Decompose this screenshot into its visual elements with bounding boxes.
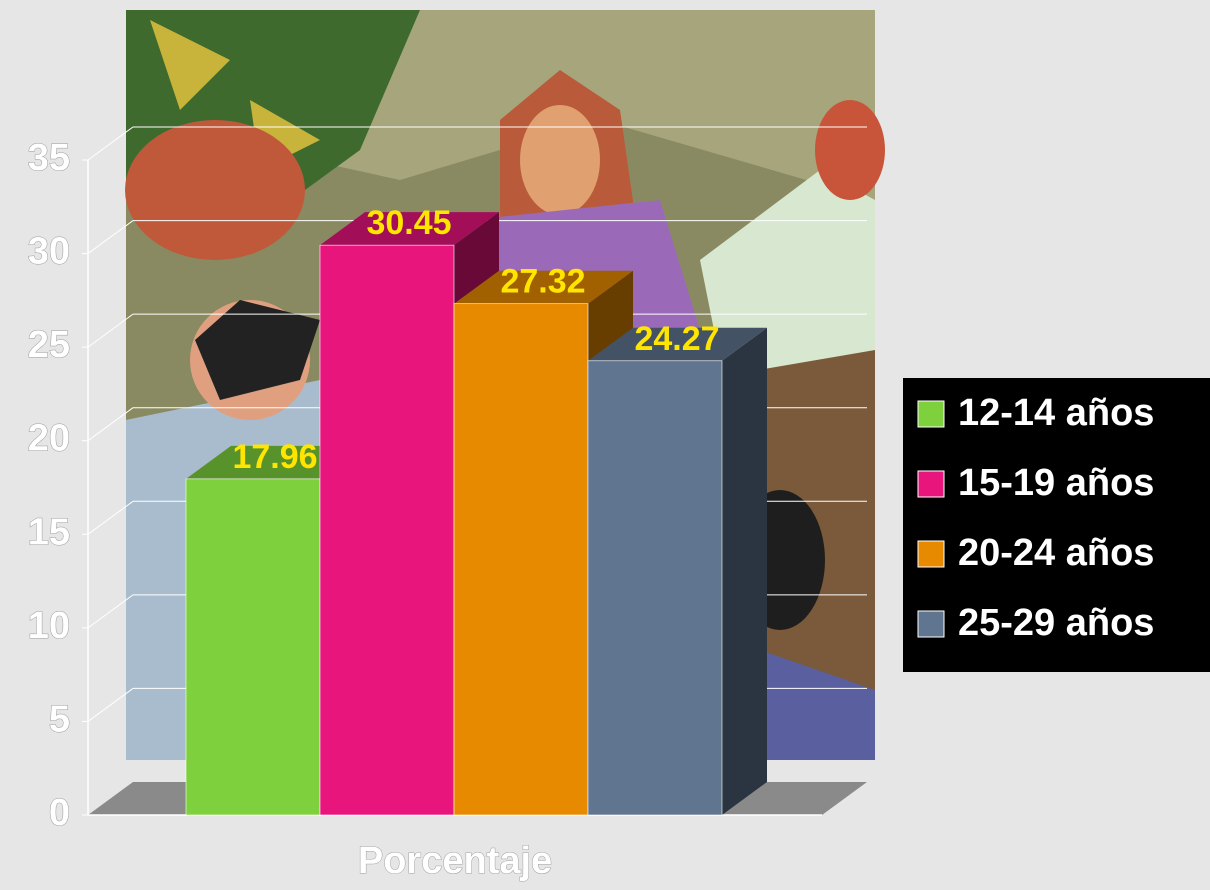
y-tick-label: 30 [28, 231, 70, 273]
x-tick-label: Porcentaje [358, 840, 552, 882]
chart: Porcentaje 0 5 10 15 20 25 30 35 17.96 30.45 27.32… [0, 0, 1210, 890]
data-label: 17.96 [232, 438, 317, 476]
data-label: 30.45 [366, 204, 451, 242]
legend-swatch [918, 611, 944, 637]
bar [454, 304, 588, 815]
y-tick-label: 20 [28, 418, 70, 460]
page: {"chart_data": {"type": "bar", "categori… [0, 0, 1210, 890]
legend-swatch [918, 401, 944, 427]
legend-label: 25-29 años [958, 602, 1154, 644]
data-label: 27.32 [500, 263, 585, 301]
bar [320, 245, 454, 815]
legend-label: 20-24 años [958, 532, 1154, 574]
bar [588, 361, 722, 815]
bar [186, 479, 320, 815]
y-tick-label: 25 [28, 324, 70, 366]
legend-swatch [918, 471, 944, 497]
y-tick-label: 10 [28, 605, 70, 647]
y-tick-label: 0 [49, 792, 70, 834]
bar-side [722, 328, 767, 815]
data-label: 24.27 [634, 320, 719, 358]
legend-swatch [918, 541, 944, 567]
legend-label: 15-19 años [958, 462, 1154, 504]
y-tick-label: 15 [28, 511, 70, 553]
legend-label: 12-14 años [958, 392, 1154, 434]
y-tick-label: 5 [49, 698, 70, 740]
y-tick-label: 35 [28, 137, 70, 179]
